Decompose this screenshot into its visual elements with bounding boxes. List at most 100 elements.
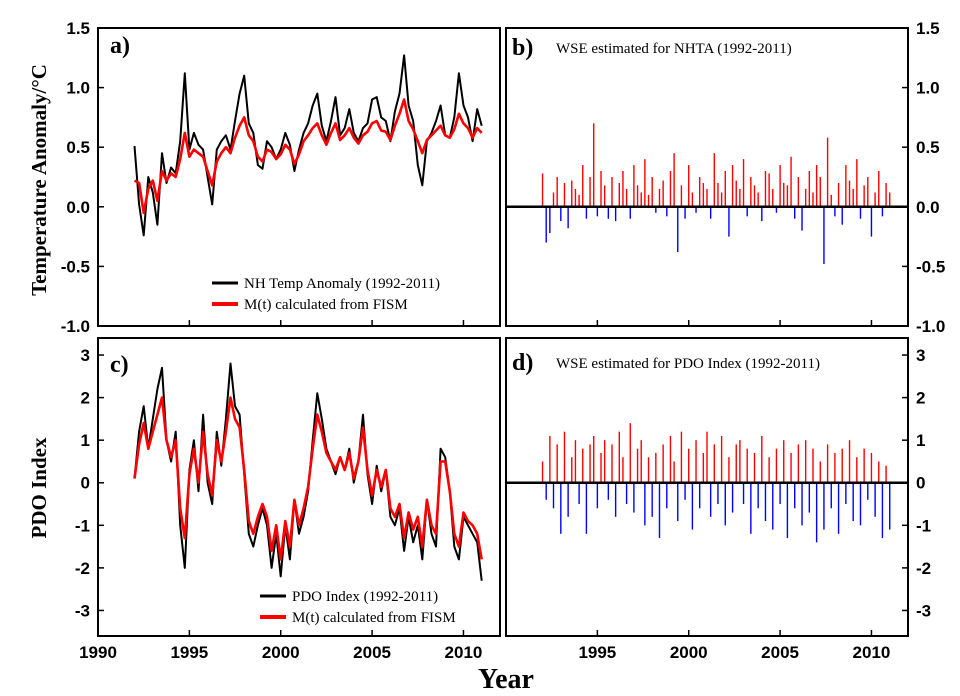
bar [801, 206, 803, 231]
panel-d-plot: -3 -2 -1 0 1 2 3 1995 2000 2005 2010 [506, 346, 931, 662]
bar [808, 482, 811, 513]
bar [753, 185, 756, 207]
bar [863, 448, 865, 483]
bar [680, 185, 683, 207]
y-tick-label: -1 [916, 516, 931, 535]
bar [658, 188, 661, 207]
bar [870, 206, 873, 237]
y-tick-label: -3 [75, 601, 90, 620]
bar [560, 206, 562, 222]
legend-label-fism-a: M(t) calculated from FISM [244, 297, 408, 313]
bar [644, 159, 646, 207]
bar [713, 444, 716, 483]
bar [625, 188, 628, 207]
y-tick-label: 0.5 [916, 138, 940, 157]
y-tick-label: 2 [916, 389, 925, 408]
bar [541, 173, 544, 207]
x-tick-label: 1990 [79, 643, 117, 662]
x-axis-label: Year [478, 664, 534, 695]
bar [636, 185, 639, 207]
y-tick-label: -2 [75, 559, 90, 578]
bar [764, 171, 767, 207]
bar [746, 206, 748, 217]
y-tick-label: 0.0 [916, 198, 940, 217]
x-tick-label: 2005 [761, 643, 799, 662]
y-tick-label: 1.5 [66, 19, 90, 38]
bar [629, 206, 631, 219]
bar [823, 206, 825, 265]
bar [655, 452, 657, 483]
bar [593, 123, 595, 207]
bar [633, 482, 635, 513]
bar [658, 482, 661, 539]
bar [859, 482, 862, 526]
bar [790, 452, 792, 483]
bar [680, 431, 683, 483]
bar [830, 194, 832, 207]
panel-a-plot: -1.0 -0.5 0.0 0.5 1.0 1.5 [61, 19, 483, 336]
series-line [133, 98, 483, 215]
bar [589, 444, 591, 483]
bar [772, 188, 774, 207]
bar [775, 206, 778, 213]
bar [603, 185, 606, 207]
bar [684, 482, 686, 500]
bar [625, 482, 628, 505]
series-line [133, 396, 483, 561]
series-line [133, 54, 483, 237]
bar [640, 440, 642, 483]
bar [578, 482, 580, 505]
bar [673, 153, 675, 207]
bar [669, 171, 672, 207]
bar [845, 165, 847, 207]
bar [856, 457, 858, 483]
bar [889, 192, 891, 207]
y-tick-label: 1.0 [66, 79, 90, 98]
bar [688, 448, 690, 483]
bar [808, 171, 811, 207]
bar [702, 452, 705, 483]
bar [666, 482, 668, 509]
bar [574, 188, 577, 207]
bar [783, 440, 785, 483]
bar [720, 435, 723, 483]
bar [742, 482, 745, 505]
bar [768, 457, 770, 483]
bar [750, 482, 752, 534]
bar [815, 482, 818, 543]
bar [618, 182, 620, 207]
bar [823, 482, 825, 530]
bar [885, 465, 887, 483]
bar [830, 482, 832, 509]
bar [596, 206, 599, 217]
bar [622, 171, 624, 207]
y-tick-label: 1 [81, 431, 90, 450]
bar [582, 165, 584, 207]
bar [739, 188, 741, 207]
y-tick-label: 0.0 [66, 198, 90, 217]
bar [761, 206, 763, 222]
legend-label-nh-temp: NH Temp Anomaly (1992-2011) [244, 276, 440, 292]
bar [804, 440, 807, 483]
bar [655, 206, 657, 213]
x-tick-label: 2000 [670, 643, 708, 662]
bar [753, 452, 756, 483]
bar [709, 482, 712, 517]
bar [724, 482, 726, 526]
bar [698, 177, 701, 207]
bar [567, 206, 569, 229]
panel-c-plot: -3 -2 -1 0 1 2 3 1990 1995 2000 2005 2010 [75, 346, 483, 662]
bar [611, 177, 613, 207]
bar [673, 461, 675, 483]
panel-b-title: WSE estimated for NHTA (1992-2011) [556, 41, 792, 57]
bar [698, 482, 701, 509]
bar [750, 177, 752, 207]
bar [779, 482, 781, 505]
bar [870, 452, 873, 483]
bar [647, 194, 650, 207]
bar [636, 448, 639, 483]
bar [867, 482, 869, 500]
bar [878, 171, 880, 207]
bar [593, 435, 595, 483]
